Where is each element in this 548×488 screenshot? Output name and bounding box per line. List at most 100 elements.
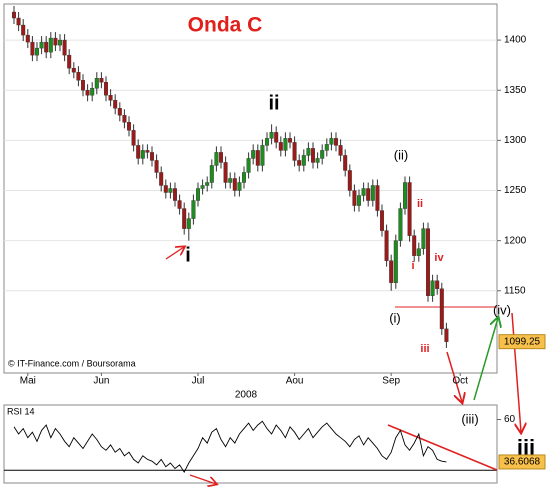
candle-body [191, 200, 196, 219]
candle-body [136, 145, 141, 159]
wave-label: i [411, 260, 414, 272]
candle-body [30, 41, 35, 56]
candle-body [209, 165, 214, 183]
candle-body [357, 195, 362, 206]
candle-body [311, 148, 316, 163]
chart-title: Onda C [188, 14, 263, 37]
candle-body [200, 185, 205, 189]
candle-body [421, 228, 426, 249]
y-tick-label: 1250 [504, 185, 527, 196]
candle-body [223, 162, 228, 183]
candle-body [246, 158, 251, 173]
candle-body [168, 188, 173, 193]
candle-body [389, 260, 394, 283]
candle-body [131, 130, 136, 146]
candle-body [76, 71, 81, 81]
candle-body [292, 142, 297, 161]
candle-body [375, 185, 380, 211]
candle-body [35, 47, 40, 56]
candle-body [283, 138, 288, 151]
candle-body [278, 142, 283, 151]
candle-body [195, 188, 200, 201]
candle-body [145, 150, 150, 153]
candle-body [108, 95, 113, 101]
candle-body [94, 78, 99, 89]
candle-body [126, 122, 131, 131]
last-value-box [498, 334, 546, 350]
trend-line [387, 424, 498, 471]
wave-label: iii [517, 435, 535, 460]
y-tick-label: 1200 [504, 235, 527, 246]
candle-body [444, 328, 449, 342]
candle-body [25, 34, 30, 43]
candle-body [324, 144, 329, 151]
candle-body [393, 240, 398, 283]
annotations: ii i (ii) (i) ii i iv iii (iv) (iii) iii [185, 92, 535, 460]
candle-body [288, 138, 293, 143]
candle-body [218, 152, 223, 163]
last-value-box [498, 454, 546, 470]
candle-body [260, 145, 265, 166]
candle-body [113, 100, 118, 109]
wave-label: ii [268, 92, 279, 114]
candle-body [53, 37, 58, 46]
last-value-label: 36.6068 [504, 457, 541, 468]
candle-body [352, 190, 357, 206]
candle-body [163, 185, 168, 193]
candle-body [320, 150, 325, 159]
candle-body [251, 150, 256, 159]
arrow [165, 247, 184, 260]
grid [4, 39, 501, 471]
candle-body [366, 188, 371, 201]
candle-body [159, 172, 164, 186]
candle-body [140, 150, 145, 159]
candle-body [426, 228, 431, 296]
candle-body [21, 24, 26, 36]
y-tick-label: 1300 [504, 135, 527, 146]
candle-body [99, 78, 104, 83]
candle-body [315, 158, 320, 163]
candle-body [361, 188, 366, 196]
y-tick-label: 1400 [504, 35, 527, 46]
candle-body [255, 150, 260, 166]
y-tick-label: 1150 [504, 285, 526, 296]
candle-body [16, 17, 21, 26]
x-tick-label: Jun [93, 376, 109, 387]
candle-body [85, 90, 90, 96]
candle-body [237, 182, 242, 191]
arrow [473, 318, 498, 401]
candle-body [301, 155, 306, 166]
candle-body [338, 145, 343, 156]
candle-body [172, 188, 177, 201]
candle-body [186, 218, 191, 229]
candle-body [241, 172, 246, 183]
candle-body [67, 54, 72, 69]
candle-body [435, 280, 440, 289]
wave-label: (i) [389, 310, 401, 325]
candle-body [39, 41, 44, 49]
candle-body [347, 170, 352, 191]
candle-body [182, 208, 187, 229]
candle-body [407, 182, 412, 236]
candle-body [403, 182, 408, 209]
wave-label: (iii) [461, 411, 478, 426]
candle-body [62, 39, 67, 56]
last-value-label: 1099.25 [504, 336, 541, 347]
candle-body [214, 152, 219, 166]
candle-body [274, 132, 279, 143]
y-tick-label: 1350 [504, 85, 527, 96]
x-tick-label: Aou [286, 376, 304, 387]
candle-body [58, 39, 63, 46]
candle-body [297, 160, 302, 166]
candle-body [103, 82, 108, 96]
rsi-line [13, 420, 447, 474]
candle-body [90, 88, 95, 96]
x-tick-label: Oct [452, 376, 468, 387]
candle-body [334, 138, 339, 146]
candle-body [430, 280, 435, 296]
candle-body [384, 230, 389, 261]
candle-body [269, 132, 274, 139]
candle-body [44, 41, 49, 53]
candle-body [122, 115, 127, 123]
